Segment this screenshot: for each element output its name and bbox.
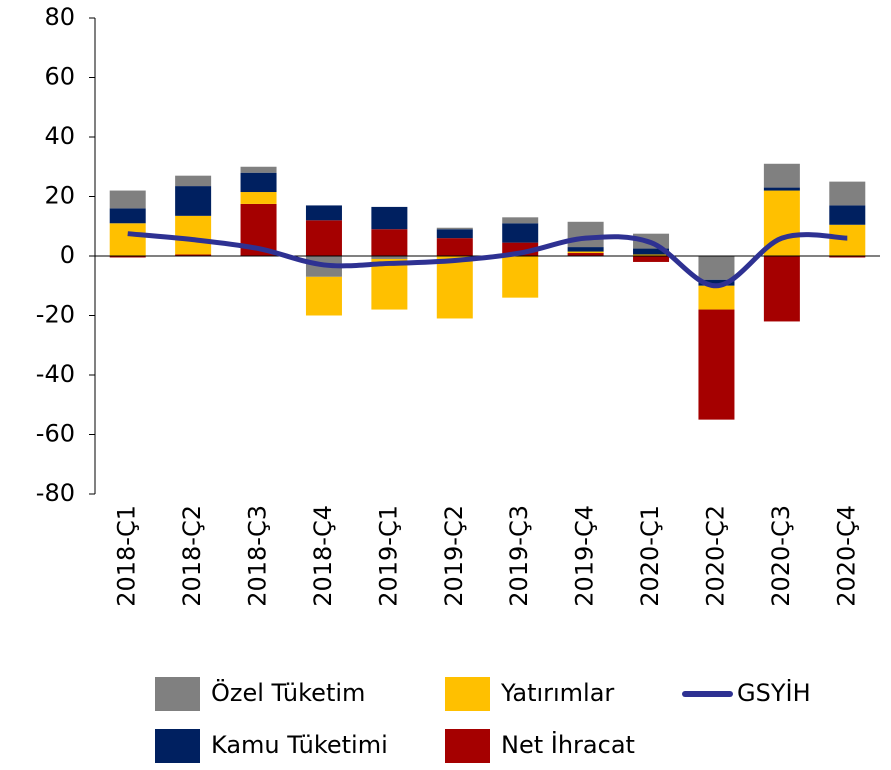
bar	[109, 190, 146, 209]
bar	[633, 248, 670, 255]
bar	[175, 254, 212, 256]
bar	[567, 251, 604, 254]
bar	[240, 166, 277, 173]
bar	[305, 276, 342, 316]
legend-swatch	[155, 729, 200, 763]
bar	[698, 285, 735, 310]
bar	[305, 220, 342, 256]
y-tick-label: -60	[36, 420, 75, 448]
bar	[698, 279, 735, 286]
bar	[502, 256, 539, 298]
y-tick-label: 20	[44, 182, 75, 210]
y-tick-label: -20	[36, 301, 75, 329]
bar	[829, 205, 866, 225]
legend-swatch	[155, 677, 200, 711]
x-tick-label: 2020-Ç3	[767, 505, 795, 607]
bar	[175, 175, 212, 187]
bar	[109, 223, 146, 256]
bar	[109, 208, 146, 224]
x-tick-label: 2020-Ç4	[832, 505, 860, 607]
bar	[305, 205, 342, 221]
legend-label: Kamu Tüketimi	[211, 731, 388, 759]
bar	[633, 254, 670, 256]
bar	[567, 253, 604, 256]
x-tick-label: 2020-Ç2	[701, 505, 729, 607]
line	[127, 231, 848, 289]
bar	[763, 256, 800, 322]
bar	[436, 238, 473, 256]
bar	[371, 258, 408, 310]
bar	[240, 172, 277, 193]
y-tick-label: 60	[44, 63, 75, 91]
bar	[763, 163, 800, 188]
bar	[371, 256, 408, 259]
x-tick-label: 2019-Ç1	[374, 505, 402, 607]
y-tick-label: 80	[44, 3, 75, 31]
bar	[567, 247, 604, 252]
bar	[698, 309, 735, 420]
bar	[175, 215, 212, 255]
bar	[371, 206, 408, 230]
legend-label: GSYİH	[737, 678, 811, 707]
x-tick-label: 2019-Ç2	[440, 505, 468, 607]
legend-label: Özel Tüketim	[211, 678, 365, 707]
legend-swatch	[445, 729, 490, 763]
legend-swatch	[445, 677, 490, 711]
x-tick-label: 2019-Ç3	[505, 505, 533, 607]
bar	[763, 187, 800, 191]
bar	[371, 229, 408, 256]
y-tick-label: -40	[36, 360, 75, 388]
bar	[436, 227, 473, 230]
bar	[436, 229, 473, 239]
x-tick-label: 2020-Ç1	[636, 505, 664, 607]
x-tick-label: 2019-Ç4	[571, 505, 599, 607]
x-tick-label: 2018-Ç2	[178, 505, 206, 607]
x-tick-label: 2018-Ç3	[244, 505, 272, 607]
x-tick-label: 2018-Ç4	[309, 505, 337, 607]
y-tick-label: 0	[60, 241, 75, 269]
bar	[109, 256, 146, 258]
bar	[502, 223, 539, 243]
bar	[698, 256, 735, 280]
y-tick-label: 40	[44, 122, 75, 150]
bar	[633, 256, 670, 262]
bar	[240, 192, 277, 204]
bar	[829, 181, 866, 206]
bar	[502, 217, 539, 224]
bar	[567, 221, 604, 248]
x-tick-label: 2018-Ç1	[113, 505, 141, 607]
legend-label: Yatırımlar	[500, 679, 614, 707]
legend-label: Net İhracat	[501, 730, 635, 759]
y-tick-label: -80	[36, 479, 75, 507]
bar	[436, 256, 473, 319]
bar	[175, 186, 212, 216]
bar	[829, 256, 866, 258]
